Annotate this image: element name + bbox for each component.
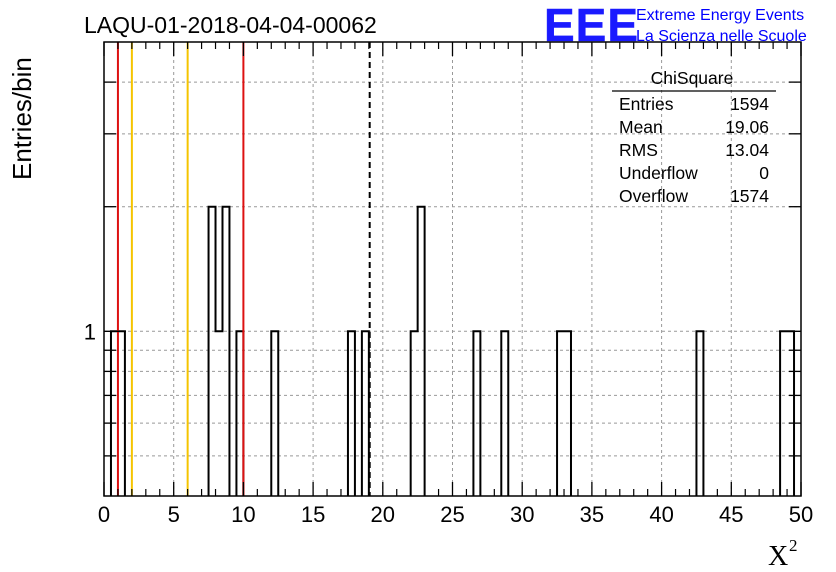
stats-rows: Entries 1594 Mean 19.06 RMS 13.04 Underflow 0 Ov… <box>619 94 769 206</box>
histogram-bin <box>362 331 369 496</box>
x-tick-label: 40 <box>649 502 673 527</box>
histogram-bin <box>216 331 223 496</box>
x-tick-label: 10 <box>231 502 255 527</box>
histogram-bin <box>348 331 355 496</box>
stats-row-value: 13.04 <box>725 140 769 160</box>
y-axis-label: Entries/bin <box>7 57 37 180</box>
x-tick-labels: 0 5 10 15 20 25 30 35 40 45 50 <box>98 502 813 527</box>
axis-ticks <box>103 42 802 496</box>
stats-row-value: 0 <box>759 163 769 183</box>
stats-box: ChiSquare Entries 1594 Mean 19.06 RMS 13.04 Un… <box>612 68 776 206</box>
histogram-bin <box>780 331 787 496</box>
stats-title: ChiSquare <box>651 68 734 88</box>
stats-row-label: Underflow <box>619 163 698 183</box>
chart-title: LAQU-01-2018-04-04-00062 <box>84 12 377 38</box>
x-tick-label: 15 <box>301 502 325 527</box>
y-tick-label: 1 <box>84 319 96 344</box>
histogram-bin <box>696 331 703 496</box>
x-axis-label: X 2 <box>768 536 798 572</box>
logo-line-2: La Scienza nelle Scuole <box>636 28 807 45</box>
histogram-bin <box>557 331 564 496</box>
histogram-bin <box>271 331 278 496</box>
stats-row-label: RMS <box>619 140 658 160</box>
x-tick-label: 25 <box>440 502 464 527</box>
x-tick-label: 45 <box>719 502 743 527</box>
histogram-bin <box>411 331 418 496</box>
histogram-bin <box>236 331 243 496</box>
x-tick-label: 0 <box>98 502 110 527</box>
histogram-bin <box>787 331 794 496</box>
x-axis-label-symbol: X <box>768 541 788 572</box>
histogram-bin <box>118 331 125 496</box>
histogram-bin <box>501 331 508 496</box>
x-tick-label: 35 <box>580 502 604 527</box>
histogram-bin <box>209 207 216 496</box>
stats-row-label: Overflow <box>619 186 688 206</box>
y-tick-labels: 1 <box>84 319 96 344</box>
reference-lines <box>116 42 371 496</box>
stats-row-value: 1594 <box>730 94 769 114</box>
x-tick-label: 20 <box>371 502 395 527</box>
histogram-bin <box>564 331 571 496</box>
stats-row-label: Mean <box>619 117 663 137</box>
histogram-bin <box>473 331 480 496</box>
x-tick-label: 5 <box>168 502 180 527</box>
stats-row-value: 1574 <box>730 186 769 206</box>
stats-row-label: Entries <box>619 94 674 114</box>
histogram-bin <box>222 207 229 496</box>
x-axis-label-superscript: 2 <box>789 536 798 555</box>
x-tick-label: 30 <box>510 502 534 527</box>
eee-logo: EEE Extreme Energy Events La Scienza nel… <box>544 0 807 51</box>
stats-row-value: 19.06 <box>725 117 769 137</box>
x-tick-label: 50 <box>789 502 813 527</box>
histogram-bin <box>418 207 425 496</box>
logo-line-1: Extreme Energy Events <box>636 7 804 24</box>
histogram-bin <box>111 331 118 496</box>
